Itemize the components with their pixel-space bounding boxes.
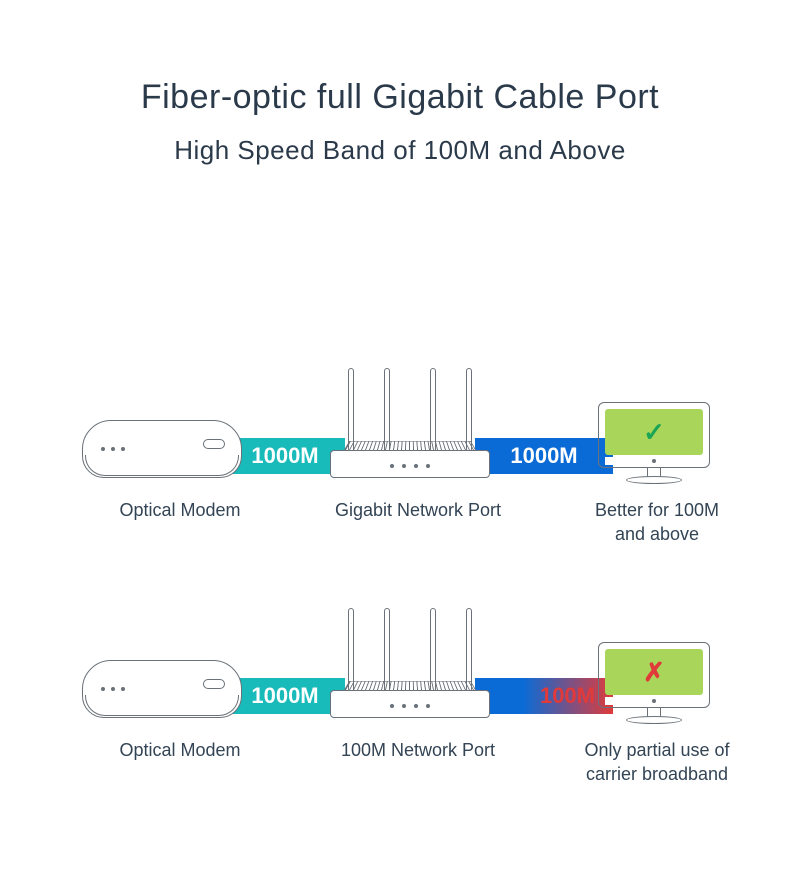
band-modem-to-router: 1000M (225, 438, 345, 474)
modem-label: Optical Modem (100, 498, 260, 522)
modem-icon (82, 420, 242, 478)
modem-label: Optical Modem (100, 738, 260, 762)
band-modem-to-router: 1000M (225, 678, 345, 714)
router-icon (330, 618, 490, 722)
band-router-to-pc: 1000M (475, 438, 613, 474)
check-icon: ✓ (643, 417, 665, 448)
monitor-label: Only partial use ofcarrier broadband (562, 738, 752, 787)
page-subtitle: High Speed Band of 100M and Above (0, 135, 800, 166)
monitor-label: Better for 100Mand above (562, 498, 752, 547)
monitor-icon: ✗ (598, 642, 710, 732)
router-icon (330, 378, 490, 482)
modem-icon (82, 660, 242, 718)
page-title: Fiber-optic full Gigabit Cable Port (0, 78, 800, 117)
router-label: 100M Network Port (318, 738, 518, 762)
router-label: Gigabit Network Port (318, 498, 518, 522)
x-icon: ✗ (643, 657, 665, 688)
band-router-to-pc: 100M (475, 678, 613, 714)
monitor-icon: ✓ (598, 402, 710, 492)
